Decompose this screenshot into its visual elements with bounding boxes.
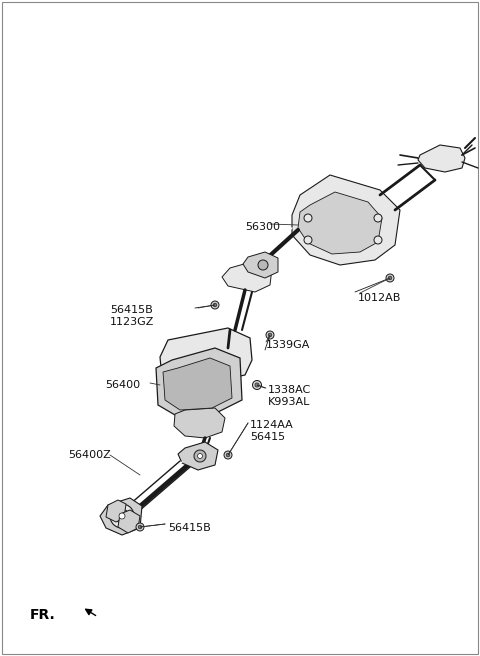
Polygon shape (178, 442, 218, 470)
Circle shape (386, 274, 394, 282)
Circle shape (374, 214, 382, 222)
Circle shape (268, 333, 272, 337)
Circle shape (213, 303, 217, 307)
Polygon shape (163, 358, 232, 410)
Polygon shape (174, 408, 225, 438)
Text: 1339GA: 1339GA (266, 340, 311, 350)
Circle shape (194, 450, 206, 462)
Circle shape (224, 451, 232, 459)
Circle shape (388, 276, 392, 280)
Circle shape (138, 525, 142, 529)
Circle shape (136, 523, 144, 531)
Polygon shape (156, 348, 242, 415)
Circle shape (226, 453, 230, 457)
Polygon shape (298, 192, 382, 254)
Polygon shape (243, 252, 278, 278)
Circle shape (266, 331, 274, 339)
Circle shape (115, 509, 129, 523)
Circle shape (197, 453, 203, 459)
Circle shape (304, 214, 312, 222)
Circle shape (374, 236, 382, 244)
Polygon shape (118, 510, 140, 533)
Circle shape (255, 383, 259, 387)
Text: 1124AA
56415: 1124AA 56415 (250, 420, 294, 441)
Polygon shape (292, 175, 400, 265)
Text: 56400Z: 56400Z (68, 450, 111, 460)
Text: 56415B: 56415B (168, 523, 211, 533)
Polygon shape (160, 328, 252, 388)
Text: 56415B
1123GZ: 56415B 1123GZ (110, 305, 155, 327)
Circle shape (211, 301, 219, 309)
Text: 1338AC
K993AL: 1338AC K993AL (268, 385, 311, 407)
Text: 56300: 56300 (245, 222, 280, 232)
Polygon shape (222, 260, 272, 292)
Text: 56400: 56400 (105, 380, 140, 390)
Polygon shape (106, 500, 126, 522)
Circle shape (110, 504, 134, 528)
Circle shape (304, 236, 312, 244)
Text: 1012AB: 1012AB (358, 293, 401, 303)
Circle shape (258, 260, 268, 270)
Polygon shape (418, 145, 465, 172)
Circle shape (252, 380, 262, 390)
Circle shape (119, 513, 125, 519)
Text: FR.: FR. (30, 608, 56, 622)
Polygon shape (100, 498, 142, 535)
